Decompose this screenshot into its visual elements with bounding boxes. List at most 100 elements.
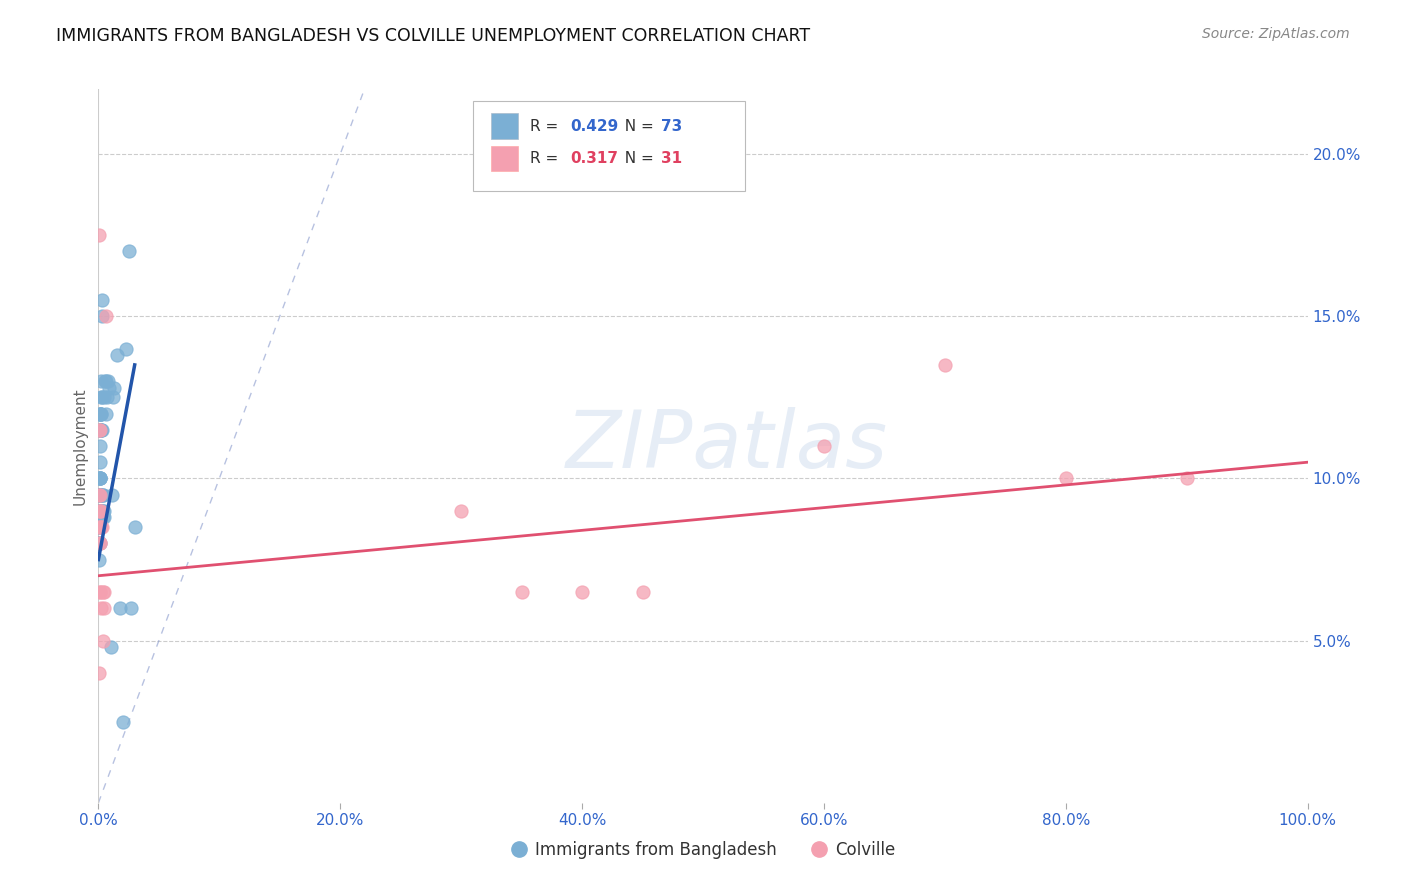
Point — [87, 504, 110, 518]
Point — [90, 601, 112, 615]
Point — [87, 552, 110, 566]
Point — [93, 510, 115, 524]
Point — [91, 520, 114, 534]
Point — [89, 488, 111, 502]
Point — [87, 504, 110, 518]
Point — [450, 504, 472, 518]
Text: N =: N = — [614, 119, 658, 134]
Point — [89, 455, 111, 469]
Point — [1054, 471, 1077, 485]
Point — [90, 488, 112, 502]
Point — [87, 520, 110, 534]
Point — [91, 504, 114, 518]
Text: N =: N = — [614, 151, 658, 166]
Text: ZIPatlas: ZIPatlas — [567, 407, 889, 485]
Point — [90, 520, 112, 534]
Point — [90, 407, 112, 421]
Point — [90, 423, 112, 437]
Point — [94, 310, 117, 324]
Point — [1175, 471, 1198, 485]
Point — [89, 407, 111, 421]
Point — [93, 488, 115, 502]
Text: 31: 31 — [661, 151, 682, 166]
Point — [90, 504, 112, 518]
Point — [89, 471, 111, 485]
Point — [101, 390, 124, 404]
Point — [89, 423, 111, 437]
Point — [89, 471, 111, 485]
Point — [90, 423, 112, 437]
Point — [97, 374, 120, 388]
Point — [89, 536, 111, 550]
Point — [89, 585, 111, 599]
Point — [100, 640, 122, 654]
Point — [89, 504, 111, 518]
Point — [91, 585, 114, 599]
Point — [90, 293, 112, 307]
Point — [87, 520, 110, 534]
Point — [89, 407, 111, 421]
Point — [103, 381, 125, 395]
Point — [571, 585, 593, 599]
Point — [89, 488, 111, 502]
Text: 0.429: 0.429 — [569, 119, 619, 134]
Point — [91, 504, 114, 518]
Point — [89, 504, 111, 518]
Point — [120, 601, 142, 615]
Point — [93, 504, 115, 518]
Point — [87, 536, 110, 550]
Text: R =: R = — [530, 151, 564, 166]
Point — [934, 358, 956, 372]
Point — [87, 488, 110, 502]
Point — [91, 633, 114, 648]
Point — [89, 504, 111, 518]
Point — [89, 488, 111, 502]
Point — [89, 488, 111, 502]
Point — [91, 488, 114, 502]
Point — [115, 342, 138, 356]
Point — [631, 585, 654, 599]
Point — [89, 536, 111, 550]
Point — [89, 423, 111, 437]
FancyBboxPatch shape — [474, 102, 745, 191]
Point — [90, 423, 112, 437]
Point — [89, 488, 111, 502]
Point — [124, 520, 146, 534]
Point — [89, 536, 111, 550]
Point — [93, 585, 115, 599]
Point — [90, 504, 112, 518]
Point — [96, 374, 118, 388]
Text: 0.317: 0.317 — [569, 151, 619, 166]
Point — [90, 374, 112, 388]
Point — [105, 348, 128, 362]
Point — [89, 423, 111, 437]
Point — [89, 585, 111, 599]
Point — [510, 585, 533, 599]
Point — [91, 310, 114, 324]
FancyBboxPatch shape — [492, 145, 517, 171]
Point — [91, 510, 114, 524]
Text: IMMIGRANTS FROM BANGLADESH VS COLVILLE UNEMPLOYMENT CORRELATION CHART: IMMIGRANTS FROM BANGLADESH VS COLVILLE U… — [56, 27, 810, 45]
Point — [89, 536, 111, 550]
Point — [108, 601, 131, 615]
Point — [87, 504, 110, 518]
Y-axis label: Unemployment: Unemployment — [72, 387, 87, 505]
Point — [96, 390, 118, 404]
Point — [89, 423, 111, 437]
Point — [89, 504, 111, 518]
Point — [87, 228, 110, 243]
Point — [91, 390, 114, 404]
Text: 73: 73 — [661, 119, 682, 134]
Point — [89, 471, 111, 485]
FancyBboxPatch shape — [492, 113, 517, 139]
Point — [89, 488, 111, 502]
Point — [100, 488, 122, 502]
Legend: Immigrants from Bangladesh, Colville: Immigrants from Bangladesh, Colville — [503, 835, 903, 866]
Point — [89, 520, 111, 534]
Point — [87, 504, 110, 518]
Point — [89, 471, 111, 485]
Point — [93, 601, 115, 615]
Point — [89, 423, 111, 437]
Point — [98, 381, 121, 395]
Point — [89, 536, 111, 550]
